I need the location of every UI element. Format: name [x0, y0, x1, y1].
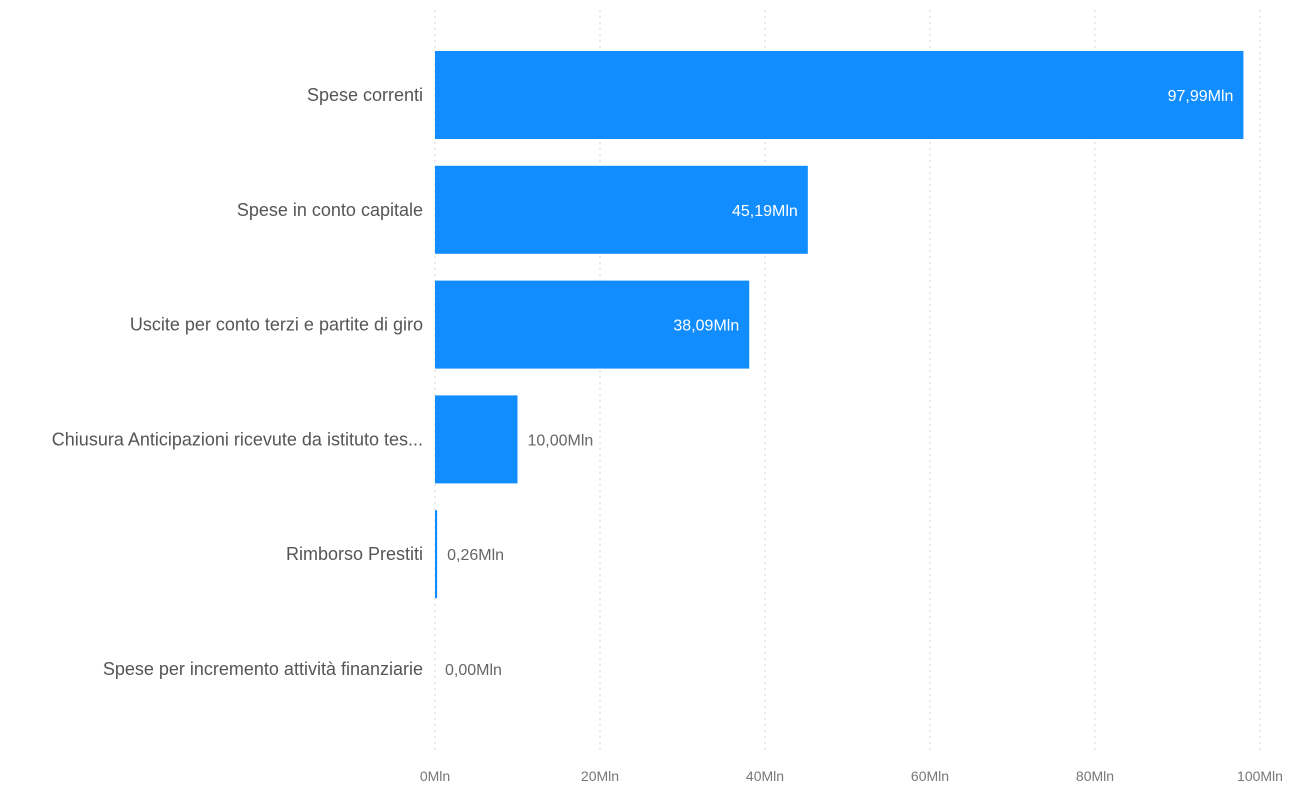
gridlines — [434, 10, 1261, 752]
data-label: 0,00Mln — [445, 662, 502, 679]
bars-group — [435, 51, 1244, 599]
data-label: 45,19Mln — [732, 203, 798, 220]
data-label: 38,09Mln — [673, 318, 739, 335]
bar[interactable] — [435, 510, 438, 599]
category-label: Spese in conto capitale — [237, 200, 423, 220]
bar[interactable] — [435, 165, 808, 254]
category-labels: Spese correnti Spese in conto capitale Usc… — [52, 85, 423, 679]
bar[interactable] — [435, 395, 518, 484]
x-tick-label: 20Mln — [581, 768, 619, 784]
category-label: Chiusura Anticipazioni ricevute da istit… — [52, 429, 423, 449]
x-tick-label: 80Mln — [1076, 768, 1114, 784]
category-label: Spese correnti — [307, 85, 423, 105]
x-axis-ticks: 0Mln 20Mln 40Mln 60Mln 80Mln 100Mln — [420, 768, 1283, 784]
data-label: 10,00Mln — [528, 432, 594, 449]
data-label: 0,26Mln — [447, 547, 504, 564]
value-labels: 97,99Mln 45,19Mln 38,09Mln 10,00Mln 0,26Mln 0… — [445, 88, 1233, 679]
x-tick-label: 60Mln — [911, 768, 949, 784]
bar[interactable] — [435, 280, 750, 369]
category-label: Uscite per conto terzi e partite di giro — [130, 315, 423, 335]
x-tick-label: 40Mln — [746, 768, 784, 784]
category-label: Rimborso Prestiti — [286, 544, 423, 564]
x-tick-label: 100Mln — [1237, 768, 1283, 784]
x-tick-label: 0Mln — [420, 768, 450, 784]
bar[interactable] — [435, 51, 1244, 139]
category-label: Spese per incremento attività finanziari… — [103, 659, 423, 679]
data-label: 97,99Mln — [1168, 88, 1234, 105]
